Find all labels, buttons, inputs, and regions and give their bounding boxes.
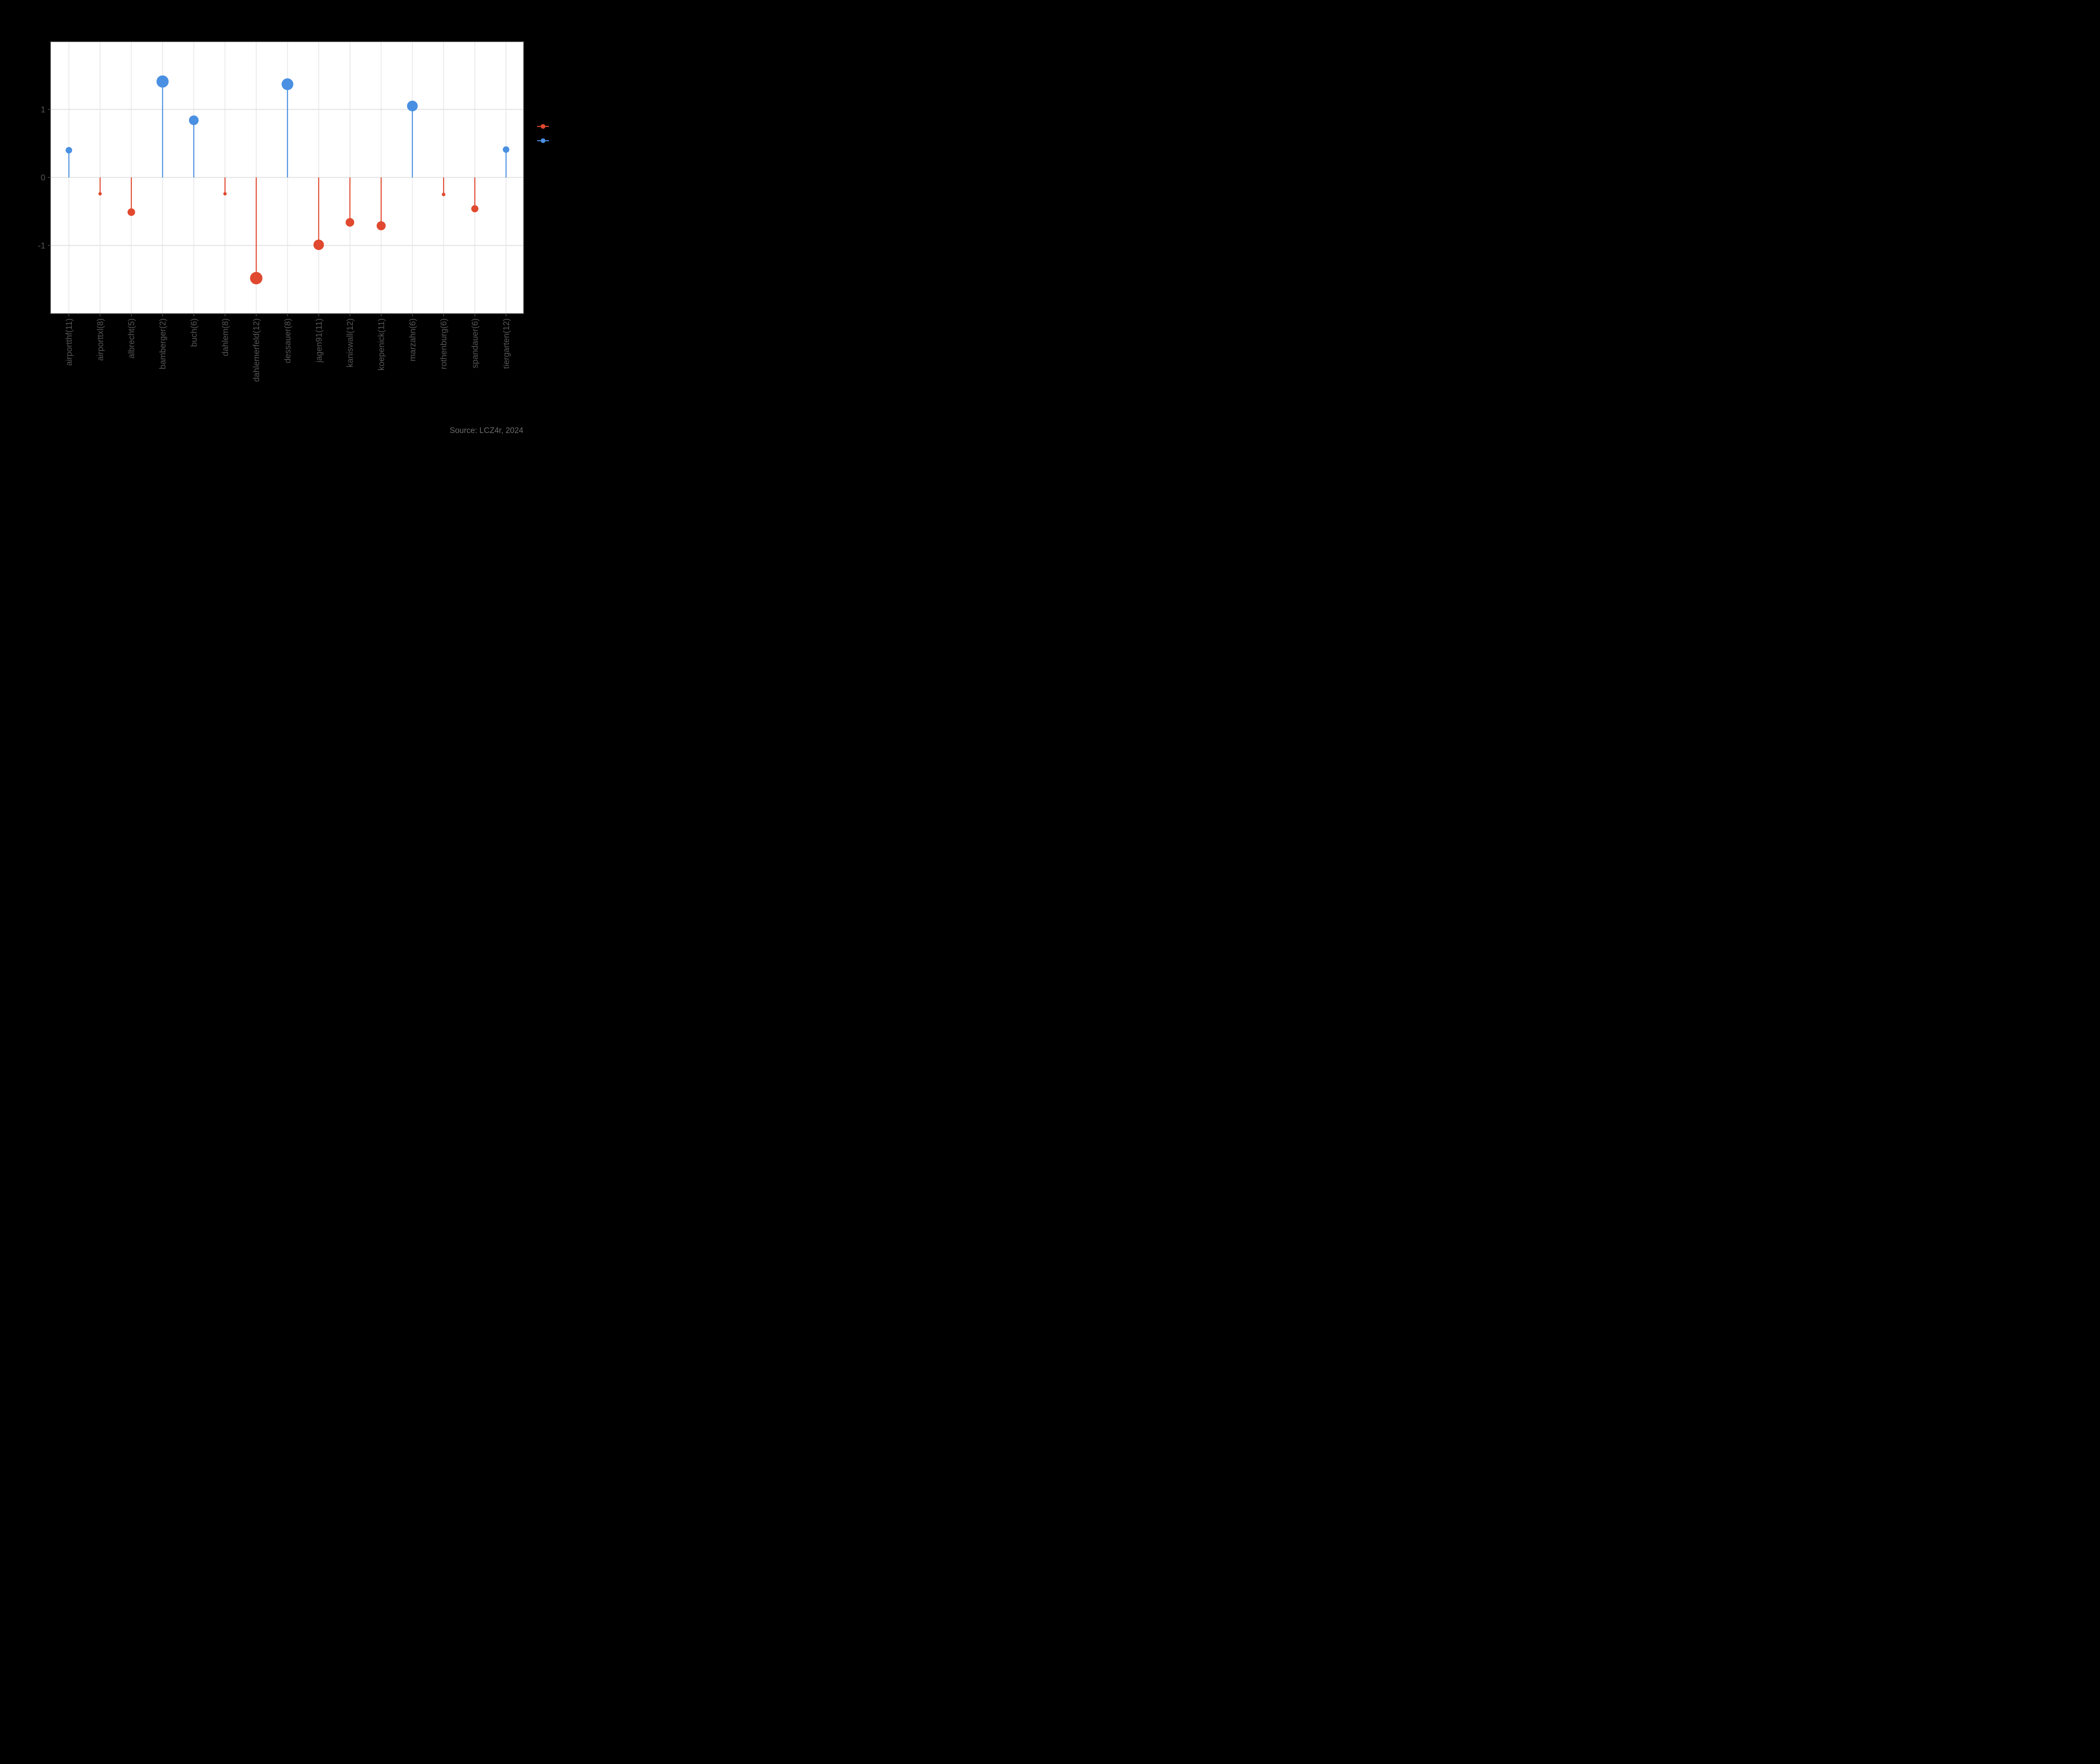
x-tick-label: koepenick(11) [377, 318, 386, 370]
lollipop-point [407, 100, 418, 112]
x-tick-label: buch(6) [189, 318, 199, 347]
lollipop-point [250, 272, 262, 285]
lollipop-point [471, 205, 479, 213]
lollipop-point [156, 75, 169, 88]
lollipop-point [127, 208, 135, 216]
y-tick-label: -1 [38, 242, 45, 251]
legend-key-point [541, 124, 546, 129]
lollipop-point [189, 115, 199, 125]
legend-key-point [541, 138, 546, 143]
anomaly-lollipop-chart: -1 0 1 airportthf(11) airporttxl(8) albrecht(… [38, 41, 549, 435]
x-tick-label: dahlem(8) [221, 318, 230, 356]
x-tick-label: tiergarten(12) [502, 318, 511, 369]
lollipop-point [441, 192, 446, 197]
x-tick-label: airportthf(11) [65, 318, 74, 366]
lollipop-point [281, 78, 294, 90]
x-tick-label: dessauer(8) [283, 318, 292, 363]
lollipop-point [376, 221, 386, 231]
x-tick-label: albrecht(5) [127, 318, 136, 359]
x-tick-label: kaniswall(12) [346, 318, 355, 368]
x-tick-label: dahlemerfeld(12) [252, 318, 261, 382]
lollipop-point-layer [66, 75, 509, 285]
legend-key-positive-anomaly [537, 138, 549, 143]
x-tick-label: jagen91(11) [315, 318, 324, 363]
x-tick-label: marzahn(6) [408, 318, 417, 361]
lollipop-point [313, 239, 324, 250]
lollipop-stem-layer [68, 81, 507, 278]
x-tick-label: spandauer(6) [471, 318, 480, 368]
y-tick-label: 0 [41, 173, 45, 183]
x-tick-label: airporttxl(8) [96, 318, 105, 361]
lollipop-point [98, 192, 102, 196]
axis-tick-layer [48, 109, 507, 316]
x-tick-label: bamberger(2) [158, 318, 168, 369]
axis-label-layer: -1 0 1 airportthf(11) airporttxl(8) albrecht(… [38, 105, 511, 382]
lollipop-point [223, 192, 227, 196]
legend [537, 124, 549, 143]
x-tick-label: rothenburg(6) [439, 318, 449, 369]
chart-canvas: -1 0 1 airportthf(11) airporttxl(8) albrecht(… [0, 0, 630, 441]
y-tick-label: 1 [41, 105, 45, 115]
legend-key-negative-anomaly [537, 124, 549, 129]
source-caption: Source: LCZ4r, 2024 [450, 426, 524, 435]
lollipop-point [66, 147, 72, 154]
lollipop-point [345, 218, 354, 227]
lollipop-point [503, 146, 509, 153]
